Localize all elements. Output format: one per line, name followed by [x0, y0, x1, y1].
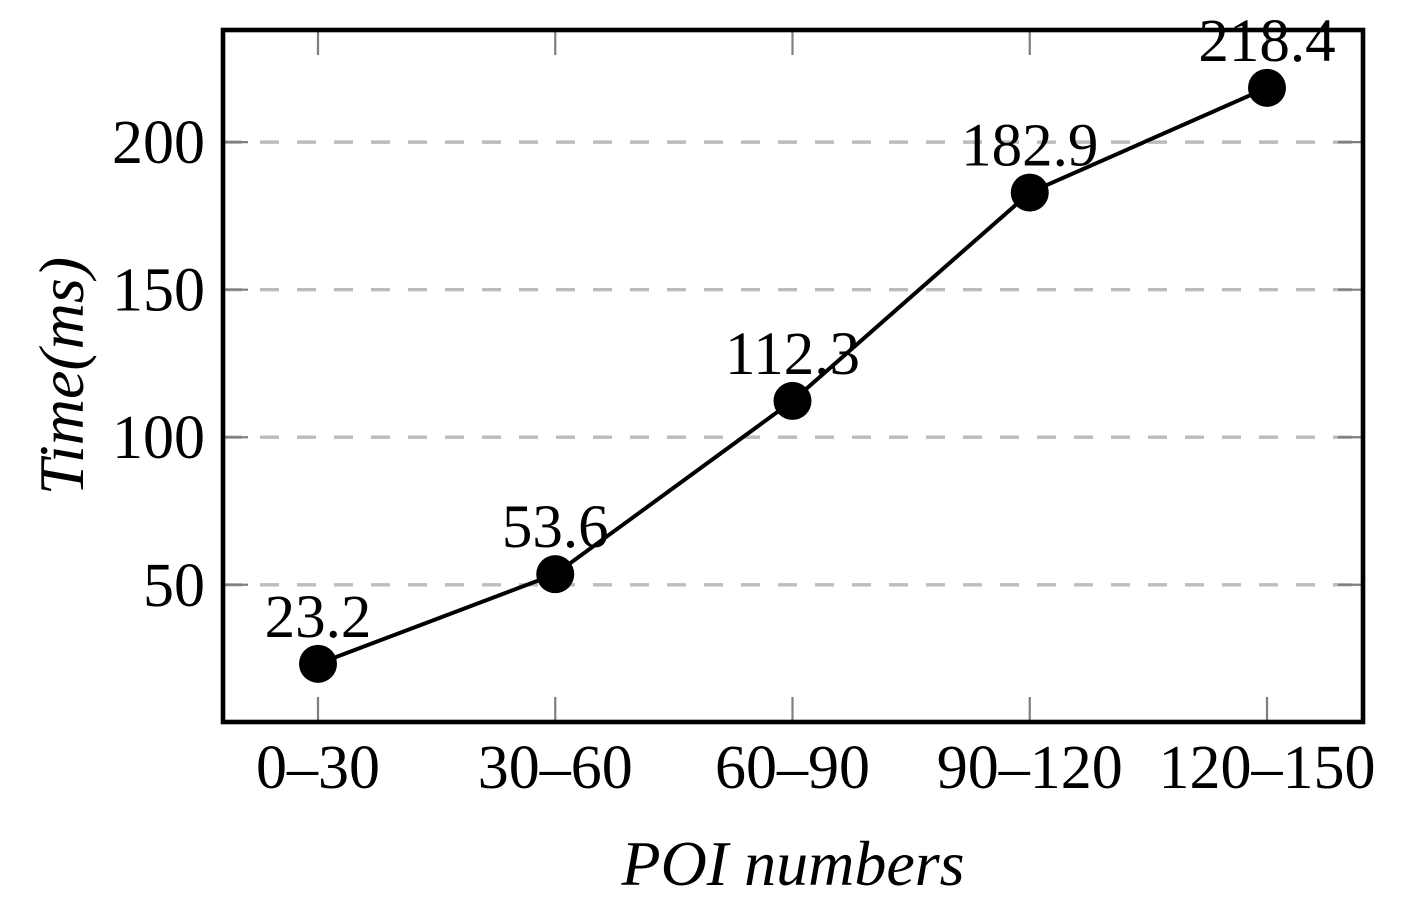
data-point-label: 23.2: [265, 584, 372, 651]
data-point: [1248, 68, 1286, 107]
data-point: [773, 381, 812, 420]
x-tick-label: 90–120: [937, 734, 1123, 802]
y-tick-label: 200: [112, 109, 205, 177]
x-tick-label: 120–150: [1159, 734, 1376, 802]
x-tick-label: 0–30: [256, 734, 380, 802]
y-tick-label: 100: [112, 404, 205, 472]
y-axis-label: Time(ms): [26, 256, 97, 496]
data-point-label: 182.9: [961, 113, 1098, 180]
y-tick-label: 150: [112, 257, 205, 325]
data-point: [536, 555, 575, 594]
data-point-label: 53.6: [502, 494, 609, 561]
y-tick-label: 50: [143, 552, 205, 620]
data-point-label: 112.3: [725, 321, 860, 388]
axis-frame: [220, 27, 1366, 725]
data-point: [299, 644, 337, 683]
x-tick-label: 30–60: [478, 734, 633, 802]
data-point-label: 218.4: [1198, 8, 1335, 75]
x-axis-label: POI numbers: [621, 828, 965, 899]
data-point: [1010, 173, 1049, 212]
x-tick-label: 60–90: [715, 734, 870, 802]
